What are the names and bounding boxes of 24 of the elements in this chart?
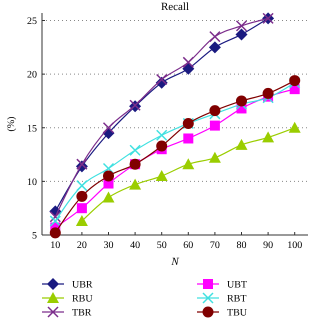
x-tick-label: 90 — [263, 240, 274, 251]
y-tick-label: 5 — [32, 230, 37, 242]
y-tick-label: 25 — [27, 16, 37, 28]
x-tick-label: 70 — [210, 240, 220, 251]
x-tick-label: 60 — [183, 240, 194, 251]
x-tick-label: 10 — [50, 240, 60, 251]
x-tick-label: 50 — [156, 240, 167, 251]
chart-title: Recall — [160, 1, 190, 13]
legend-label: TBR — [72, 308, 92, 318]
legend-label: RBU — [72, 294, 94, 304]
y-tick-label: 20 — [27, 70, 37, 81]
legend-label: TBU — [227, 308, 248, 318]
y-tick-label: 15 — [27, 123, 37, 134]
x-tick-label: 80 — [236, 240, 246, 251]
legend-label: UBR — [72, 280, 93, 290]
x-tick-label: 30 — [104, 240, 114, 251]
x-tick-label: 40 — [130, 240, 140, 251]
x-axis-title: N — [170, 256, 180, 268]
y-tick-label: 10 — [27, 176, 37, 188]
x-tick-label: 100 — [287, 240, 302, 251]
legend-label: RBT — [227, 294, 246, 304]
y-axis-title: (%) — [6, 116, 17, 132]
legend-label: UBT — [227, 280, 247, 290]
x-tick-label: 20 — [76, 240, 87, 251]
